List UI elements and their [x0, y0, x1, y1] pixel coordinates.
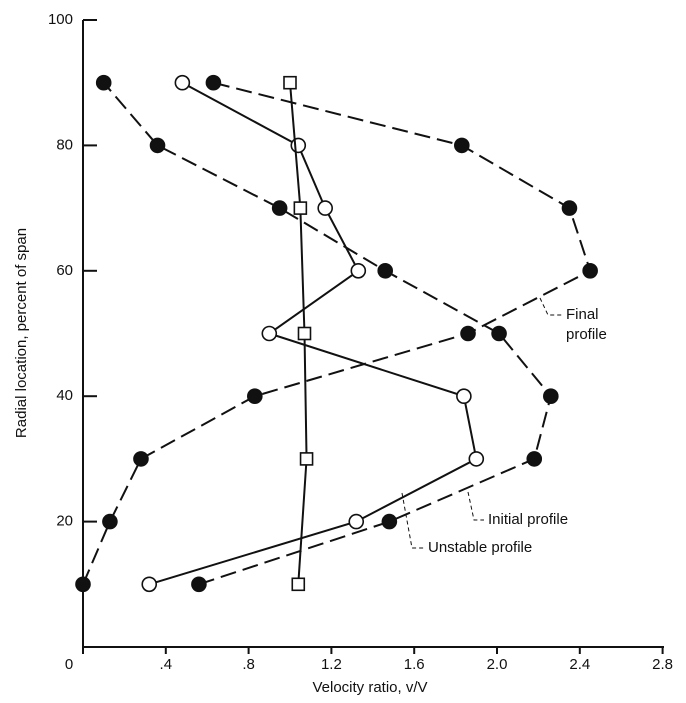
marker [293, 201, 308, 215]
x-tick-label: 1.2 [321, 656, 342, 673]
marker [543, 388, 559, 405]
leader-line [401, 492, 424, 549]
leader-line [539, 297, 562, 316]
x-tick-label: 2.0 [487, 656, 508, 673]
marker [261, 325, 278, 342]
marker [317, 200, 333, 216]
x-tick-label: .4 [160, 656, 173, 673]
y-tick-label: 80 [56, 136, 73, 153]
y-tick-label: 20 [56, 513, 73, 530]
marker [456, 388, 472, 405]
marker [75, 576, 91, 593]
marker [141, 576, 158, 593]
marker [271, 200, 288, 216]
marker [290, 137, 307, 154]
annotation: Final [566, 306, 599, 323]
x-axis-label: Velocity ratio, v/V [312, 679, 427, 696]
x-tick-label: .8 [242, 656, 255, 673]
marker [377, 262, 394, 279]
marker [133, 451, 149, 467]
marker [174, 74, 191, 91]
x-tick-label: 2.4 [569, 656, 590, 673]
marker [297, 326, 312, 341]
marker [582, 262, 598, 279]
annotation: Unstable profile [428, 539, 532, 556]
marker [348, 513, 365, 530]
series-line [102, 82, 552, 586]
marker [460, 325, 476, 342]
series-line [148, 81, 478, 586]
marker [102, 513, 118, 530]
leader-line [467, 491, 484, 521]
y-tick-label: 60 [56, 262, 73, 279]
marker [454, 137, 470, 154]
marker [526, 451, 543, 467]
y-tick-label: 100 [48, 11, 73, 28]
annotation: profile [566, 326, 607, 343]
marker [350, 262, 367, 279]
marker [95, 74, 112, 91]
annotation: Initial profile [488, 511, 568, 528]
x-tick-label: 1.6 [404, 656, 425, 673]
marker [468, 451, 485, 467]
y-axis-label: Radial location, percent of span [13, 228, 30, 438]
marker [561, 200, 578, 216]
marker [247, 388, 263, 405]
marker [283, 75, 297, 90]
marker [291, 577, 306, 592]
marker [381, 513, 398, 530]
marker [491, 325, 507, 342]
x-tick-label: 0 [65, 656, 73, 673]
marker [205, 74, 222, 91]
series-line [82, 81, 592, 585]
x-tick-label: 2.8 [652, 656, 673, 673]
marker [149, 137, 166, 154]
y-tick-label: 40 [56, 387, 73, 404]
marker [191, 576, 207, 593]
marker [299, 452, 314, 466]
